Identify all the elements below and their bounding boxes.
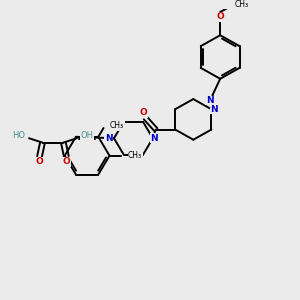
Text: N: N <box>151 134 158 143</box>
Text: CH₃: CH₃ <box>234 0 248 9</box>
Text: N: N <box>210 105 218 114</box>
Text: O: O <box>216 13 224 22</box>
Text: CH₃: CH₃ <box>128 151 142 160</box>
Text: CH₃: CH₃ <box>110 121 124 130</box>
Text: N: N <box>206 96 214 105</box>
Text: O: O <box>36 157 43 166</box>
Text: OH: OH <box>80 131 93 140</box>
Text: O: O <box>140 108 148 117</box>
Text: N: N <box>105 134 112 143</box>
Text: O: O <box>62 157 70 166</box>
Text: HO: HO <box>13 131 26 140</box>
